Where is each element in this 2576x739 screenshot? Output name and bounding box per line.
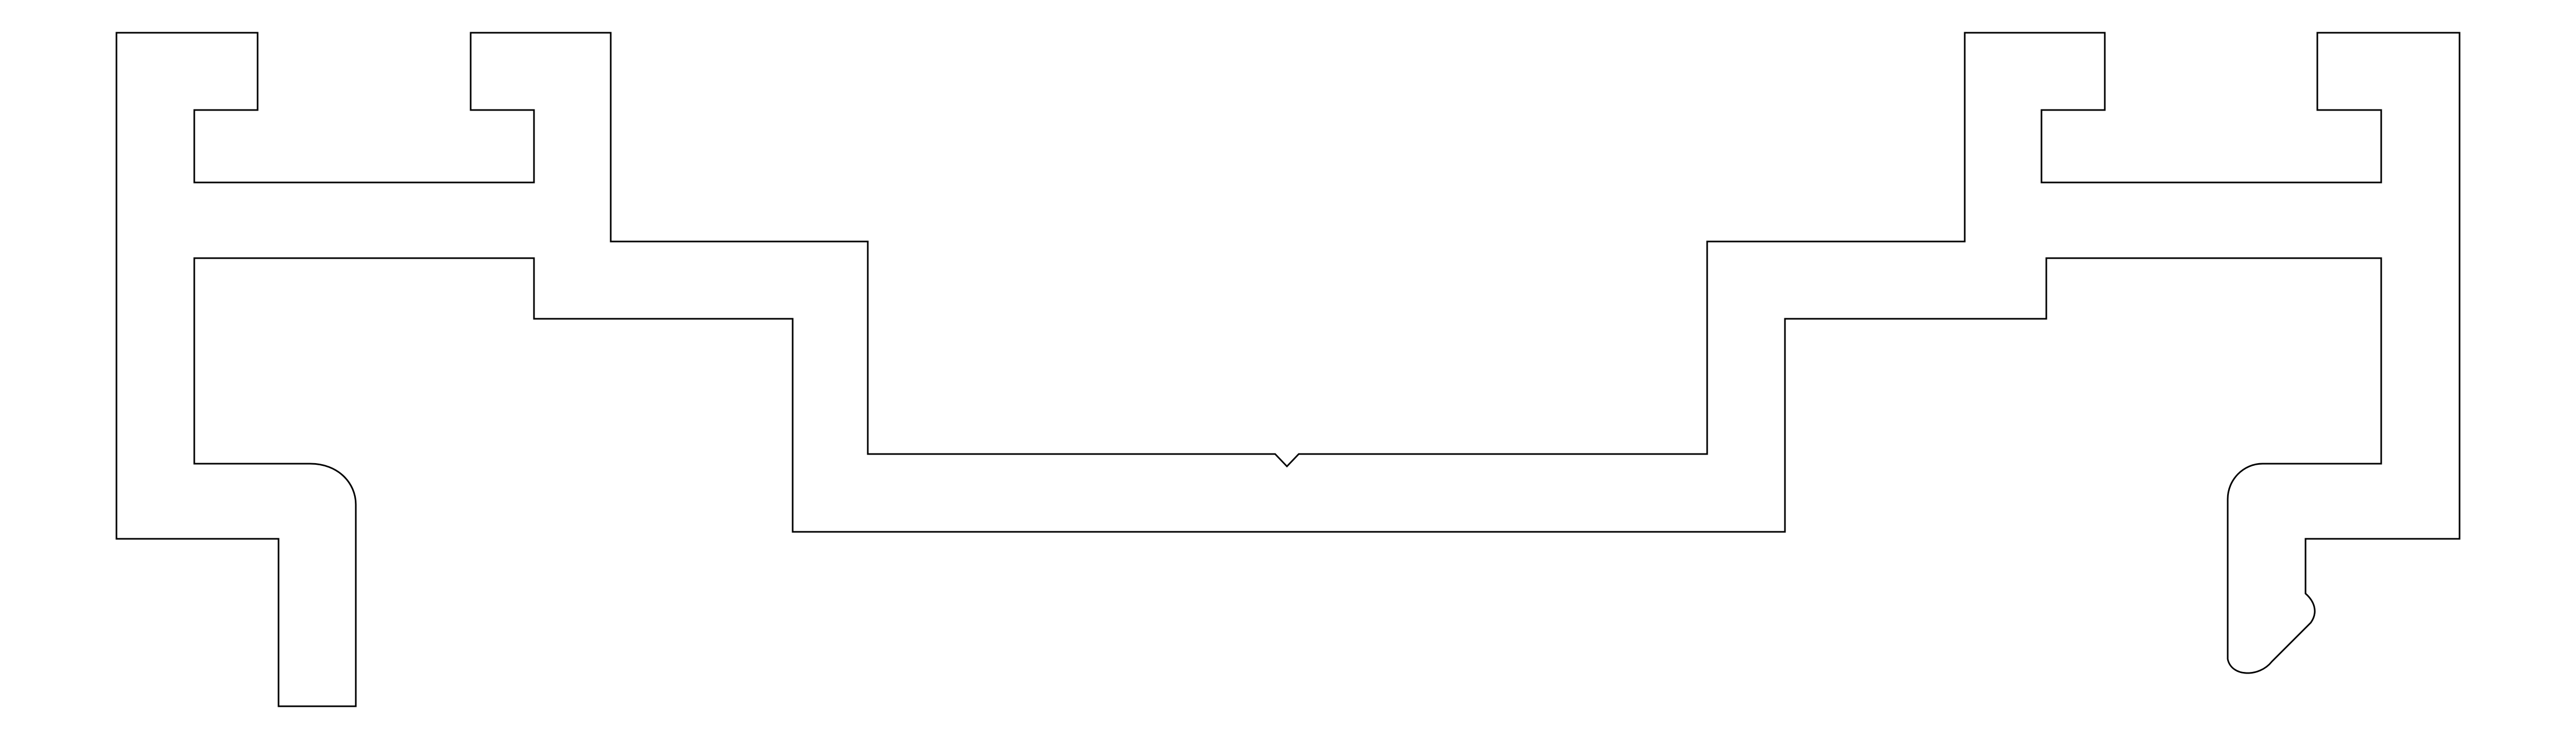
profile-outline bbox=[115, 32, 2461, 707]
